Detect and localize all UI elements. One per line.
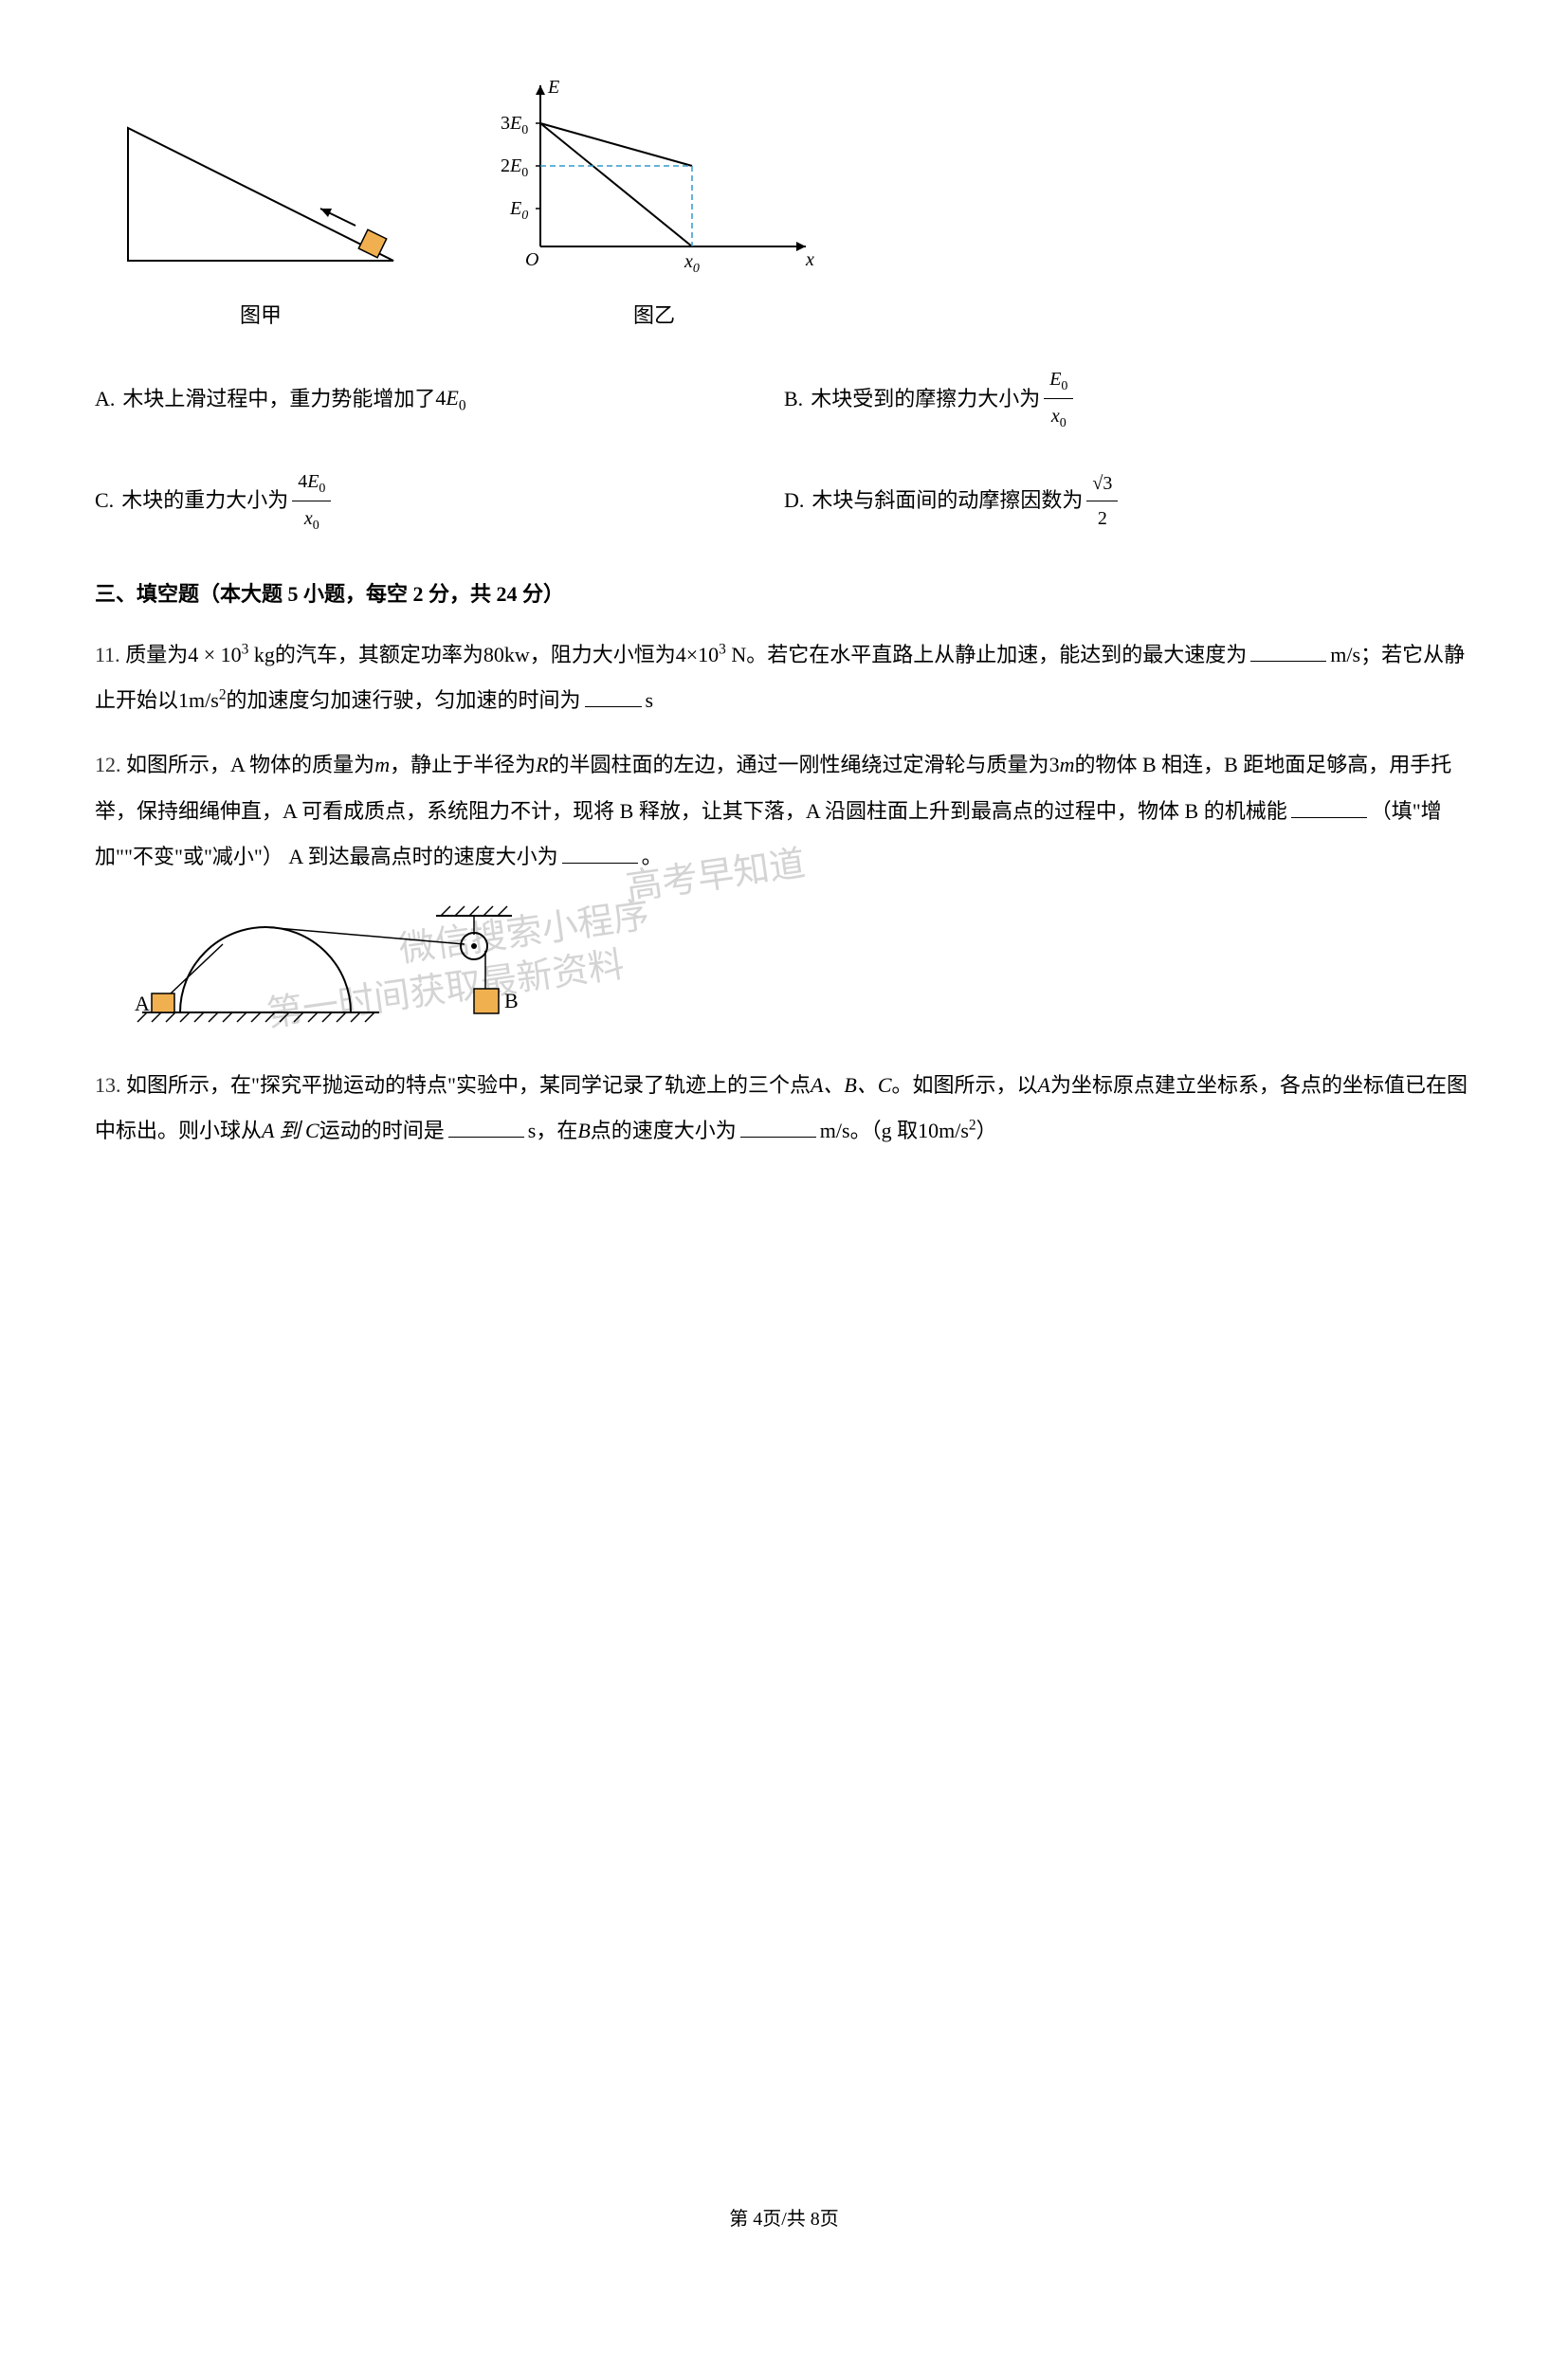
section-3-heading: 三、填空题（本大题 5 小题，每空 2 分，共 24 分） [95,575,1473,613]
option-d: D. 木块与斜面间的动摩擦因数为 √3 2 [784,465,1473,538]
q11-text2: 的汽车，其额定功率为 [275,643,483,666]
figure-jia-label: 图甲 [114,297,408,335]
option-d-text: 木块与斜面间的动摩擦因数为 [811,482,1083,519]
q12-text6: 。 [642,845,663,868]
q11-unit2: s [646,688,654,712]
figure-yi-container: E 3E0 2E0 E0 O x0 x 图乙 [483,76,825,334]
q11-blank2 [585,682,642,707]
figure-jia-svg [114,114,408,275]
option-b-text: 木块受到的摩擦力大小为 [811,380,1040,418]
option-a-formula: 4E0 [435,379,465,419]
svg-text:O: O [525,249,538,270]
svg-text:A: A [135,992,150,1015]
q13-text1: 如图所示，在"探究平抛运动的特点"实验中，某同学记录了轨迹上的三个点 [126,1073,811,1097]
q13-text4: 运动的时间是 [319,1119,445,1142]
q12-num: 12. [95,753,121,776]
q13-pb: B [577,1119,590,1142]
svg-text:B: B [504,989,519,1012]
q12-text1: 如图所示，A 物体的质量为 [126,753,374,776]
svg-text:x0: x0 [684,251,700,275]
q12-text3: 的半圆柱面的左边，通过一刚性绳绕过定滑轮与质量为 [549,753,1049,776]
svg-text:x: x [805,249,814,270]
q13-ac: A 到 C [262,1119,319,1142]
options-row-1: A. 木块上滑过程中，重力势能增加了 4E0 B. 木块受到的摩擦力大小为 E0… [95,362,1473,435]
svg-text:3E0: 3E0 [501,113,528,137]
question-11: 11. 质量为4 × 103 kg的汽车，其额定功率为80kw，阻力大小恒为4×… [95,632,1473,724]
q13-text7: 。（g 取 [850,1119,919,1142]
option-a: A. 木块上滑过程中，重力势能增加了 4E0 [95,362,784,435]
question-13: 13. 如图所示，在"探究平抛运动的特点"实验中，某同学记录了轨迹上的三个点A、… [95,1063,1473,1155]
q13-points: A、B、C [811,1073,892,1097]
q13-num: 13. [95,1073,121,1097]
figure-jia-container: 图甲 [114,114,408,334]
option-b-fraction: E0 x0 [1044,362,1073,435]
q12-figure-svg: A B [114,899,521,1031]
options-row-2: C. 木块的重力大小为 4E0 x0 D. 木块与斜面间的动摩擦因数为 √3 2 [95,465,1473,538]
q11-text3: ，阻力大小恒为 [530,643,676,666]
q11-power: 80kw [483,643,530,666]
svg-text:E: E [547,77,559,98]
option-d-fraction: √3 2 [1086,466,1118,536]
q11-num: 11. [95,643,120,666]
figure-yi-svg: E 3E0 2E0 E0 O x0 x [483,76,825,275]
q12-figure: A B [114,899,1473,1044]
option-a-letter: A. [95,380,115,418]
q13-text5: ，在 [536,1119,577,1142]
option-c-text: 木块的重力大小为 [121,482,288,519]
option-d-letter: D. [784,482,804,519]
option-c-fraction: 4E0 x0 [292,465,331,538]
option-b-letter: B. [784,380,803,418]
question-12: 12. 如图所示，A 物体的质量为m，静止于半径为R的半圆柱面的左边，通过一刚性… [95,742,1473,880]
option-b: B. 木块受到的摩擦力大小为 E0 x0 [784,362,1473,435]
option-c-letter: C. [95,482,114,519]
page-footer: 第 4页/共 8页 [95,2202,1473,2236]
q13-blank1 [448,1112,524,1138]
q11-text4: 。若它在水平直路上从静止加速，能达到的最大速度为 [746,643,1247,666]
q13-blank2 [740,1112,816,1138]
q13-unit2: m/s [820,1119,850,1142]
q12-m: m [374,753,390,776]
option-c: C. 木块的重力大小为 4E0 x0 [95,465,784,538]
figure-yi-label: 图乙 [483,297,825,335]
q11-mass: 4 × 103 kg [188,643,275,666]
q13-text8: ） [976,1119,997,1142]
q12-blank1 [1291,792,1367,817]
q11-text6: 的加速度匀加速行驶，匀加速的时间为 [227,688,581,712]
q12-massb: 3m [1049,753,1075,776]
q11-accel: 1m/s2 [178,688,227,712]
option-a-text: 木块上滑过程中，重力势能增加了 [122,380,435,418]
q11-force: 4×103 N [676,643,747,666]
q12-text2: ，静止于半径为 [390,753,536,776]
q12-blank2 [562,838,638,864]
svg-text:E0: E0 [509,198,528,223]
q13-gval: 10m/s2 [918,1119,976,1142]
q11-text1: 质量为 [125,643,188,666]
svg-text:2E0: 2E0 [501,155,528,180]
q11-blank1 [1250,635,1326,661]
figures-row: 图甲 E 3E0 2E0 E0 O x0 x 图乙 [114,76,1473,334]
q11-unit1: m/s [1330,643,1360,666]
q12-r: R [536,753,548,776]
q13-text6: 点的速度大小为 [591,1119,737,1142]
q12-text5: A 到达最高点时的速度大小为 [288,845,557,868]
q13-text2: 。如图所示，以 [892,1073,1038,1097]
q13-pa: A [1038,1073,1050,1097]
